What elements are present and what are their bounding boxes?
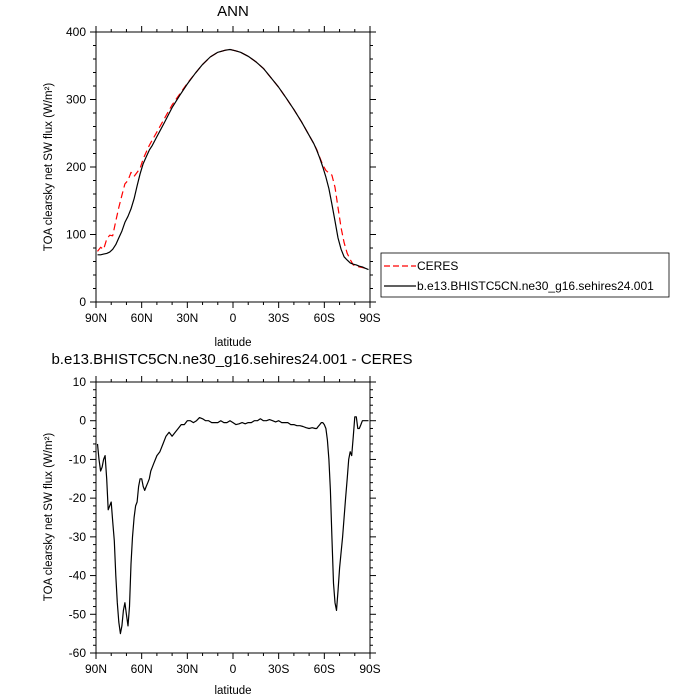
- bottom-x-tick-label: 30N: [176, 662, 198, 676]
- bottom-chart-series: [96, 416, 369, 635]
- bottom-chart-panel: b.e13.BHISTC5CN.ne30_g16.sehires24.001 -…: [43, 351, 413, 697]
- chart-legend: CERES b.e13.BHISTC5CN.ne30_g16.sehires24…: [380, 252, 670, 298]
- top-chart-axes: 90N 60N 30N 0 30S 60S 90S 0 100 200 300 400: [66, 25, 381, 325]
- bottom-y-axis-label: TOA clearsky net SW flux (W/m²): [43, 433, 55, 602]
- bottom-y-tick-label: -50: [69, 607, 87, 621]
- bottom-x-tick-label: 60S: [314, 662, 335, 676]
- bottom-x-tick-label: 90N: [85, 662, 107, 676]
- top-x-tick-label: 0: [230, 311, 237, 325]
- bottom-y-tick-label: -20: [69, 491, 87, 505]
- top-x-axis-label: latitude: [214, 337, 251, 349]
- top-x-tick-label: 30N: [176, 311, 198, 325]
- bottom-chart-title: b.e13.BHISTC5CN.ne30_g16.sehires24.001 -…: [51, 351, 412, 368]
- bottom-x-tick-label: 30S: [268, 662, 289, 676]
- top-plot-frame: [95, 31, 371, 303]
- bottom-y-tick-label: -10: [69, 452, 87, 466]
- bottom-x-tick-label: 0: [230, 662, 237, 676]
- bottom-x-tick-label: 90S: [359, 662, 380, 676]
- bottom-series-difference-line: [96, 416, 369, 635]
- top-y-tick-label: 100: [66, 228, 86, 242]
- top-y-tick-label: 400: [66, 25, 86, 39]
- top-x-tick-label: 30S: [268, 311, 289, 325]
- top-series-model-line: [97, 48, 369, 271]
- top-y-tick-label: 200: [66, 160, 86, 174]
- bottom-y-tick-label: -40: [69, 569, 87, 583]
- top-chart-title: ANN: [217, 3, 249, 20]
- bottom-y-tick-label: -60: [69, 646, 87, 660]
- bottom-y-tick-label: 10: [73, 375, 87, 389]
- bottom-x-axis-label: latitude: [214, 685, 251, 697]
- legend-label-model: b.e13.BHISTC5CN.ne30_g16.sehires24.001: [417, 279, 654, 293]
- top-x-tick-label: 60N: [131, 311, 153, 325]
- bottom-x-tick-label: 60N: [131, 662, 153, 676]
- top-y-tick-label: 0: [79, 295, 86, 309]
- bottom-y-tick-label: -30: [69, 530, 87, 544]
- legend-label-ceres: CERES: [417, 259, 458, 273]
- bottom-chart-axes: 90N 60N 30N 0 30S 60S 90S -60 -50 -40 -30 -20 -10 0 10: [69, 375, 381, 676]
- top-y-axis-label: TOA clearsky net SW flux (W/m²): [43, 83, 55, 252]
- top-chart-panel: ANN 90N 60N 30N 0 30S 60S 90S 0 100 200 300 400 lat…: [43, 3, 381, 349]
- top-x-tick-label: 90S: [359, 311, 380, 325]
- top-series-ceres-line: [97, 48, 369, 270]
- top-x-tick-label: 90N: [85, 311, 107, 325]
- top-y-tick-label: 300: [66, 93, 86, 107]
- legend-box: [380, 252, 670, 298]
- top-x-tick-label: 60S: [314, 311, 335, 325]
- top-chart-series: [97, 48, 369, 271]
- bottom-y-tick-label: 0: [79, 414, 86, 428]
